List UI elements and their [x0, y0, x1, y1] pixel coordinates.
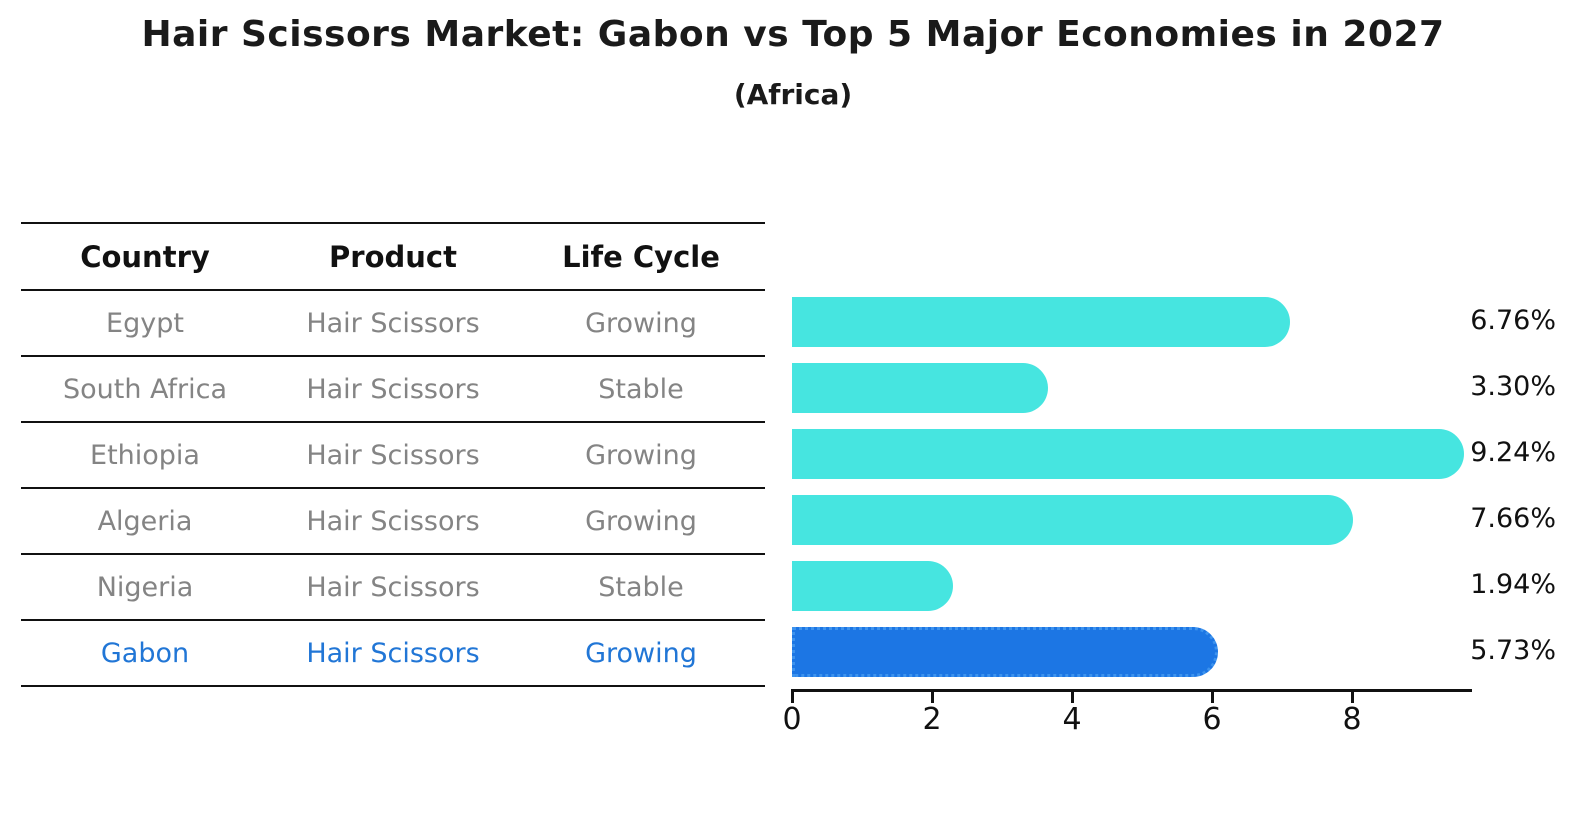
cell-life-cycle: Stable: [598, 373, 684, 405]
value-label-nigeria: 1.94%: [1470, 569, 1556, 600]
table-row-algeria: Algeria Hair Scissors Growing: [21, 489, 765, 555]
cell-product: Hair Scissors: [306, 439, 480, 471]
cell-product: Hair Scissors: [306, 571, 480, 603]
cell-country: Nigeria: [96, 571, 194, 603]
value-label-south-africa: 3.30%: [1470, 371, 1556, 402]
bar-ethiopia: [792, 429, 1464, 479]
cell-product: Hair Scissors: [306, 505, 480, 537]
chart-title: Hair Scissors Market: Gabon vs Top 5 Maj…: [141, 14, 1445, 55]
cell-life-cycle: Growing: [585, 307, 697, 339]
table-row-gabon: Gabon Hair Scissors Growing: [21, 621, 765, 687]
table-row-nigeria: Nigeria Hair Scissors Stable: [21, 555, 765, 621]
header-product: Product: [329, 239, 457, 274]
x-axis-tick-label-6: 6: [1202, 702, 1222, 737]
cell-life-cycle: Growing: [585, 637, 697, 669]
value-label-gabon: 5.73%: [1470, 635, 1556, 666]
cell-country: Algeria: [97, 505, 193, 537]
bar-egypt: [792, 297, 1291, 347]
table-row-south-africa: South Africa Hair Scissors Stable: [21, 357, 765, 423]
cell-life-cycle: Growing: [585, 505, 697, 537]
cell-product: Hair Scissors: [306, 373, 480, 405]
x-axis-tick-4: [1070, 689, 1074, 703]
chart-subtitle: (Africa): [733, 78, 853, 111]
cell-country: Egypt: [106, 307, 184, 339]
cell-life-cycle: Growing: [585, 439, 697, 471]
cell-product: Hair Scissors: [306, 637, 480, 669]
x-axis-tick-label-8: 8: [1342, 702, 1362, 737]
bar-gabon: [792, 627, 1219, 677]
value-label-egypt: 6.76%: [1470, 305, 1556, 336]
x-axis-tick-8: [1350, 689, 1354, 703]
cell-country: Ethiopia: [90, 439, 200, 471]
table-row-egypt: Egypt Hair Scissors Growing: [21, 291, 765, 357]
cell-life-cycle: Stable: [598, 571, 684, 603]
table-row-ethiopia: Ethiopia Hair Scissors Growing: [21, 423, 765, 489]
cell-country: Gabon: [100, 637, 190, 669]
x-axis-tick-6: [1210, 689, 1214, 703]
header-country: Country: [80, 239, 210, 274]
country-table: Country Product Life Cycle Egypt Hair Sc…: [21, 222, 765, 687]
table-header-row: Country Product Life Cycle: [21, 222, 765, 291]
x-axis-tick-label-2: 2: [922, 702, 942, 737]
x-axis-tick-label-4: 4: [1062, 702, 1082, 737]
bar-nigeria: [792, 561, 953, 611]
x-axis-tick-2: [930, 689, 934, 703]
bar-algeria: [792, 495, 1354, 545]
value-label-algeria: 7.66%: [1470, 503, 1556, 534]
cell-product: Hair Scissors: [306, 307, 480, 339]
x-axis-tick-label-0: 0: [782, 702, 802, 737]
x-axis-tick-0: [790, 689, 794, 703]
bar-south-africa: [792, 363, 1048, 413]
header-life-cycle: Life Cycle: [562, 239, 720, 274]
value-label-ethiopia: 9.24%: [1470, 437, 1556, 468]
cell-country: South Africa: [62, 373, 228, 405]
x-axis-line: [792, 689, 1472, 692]
